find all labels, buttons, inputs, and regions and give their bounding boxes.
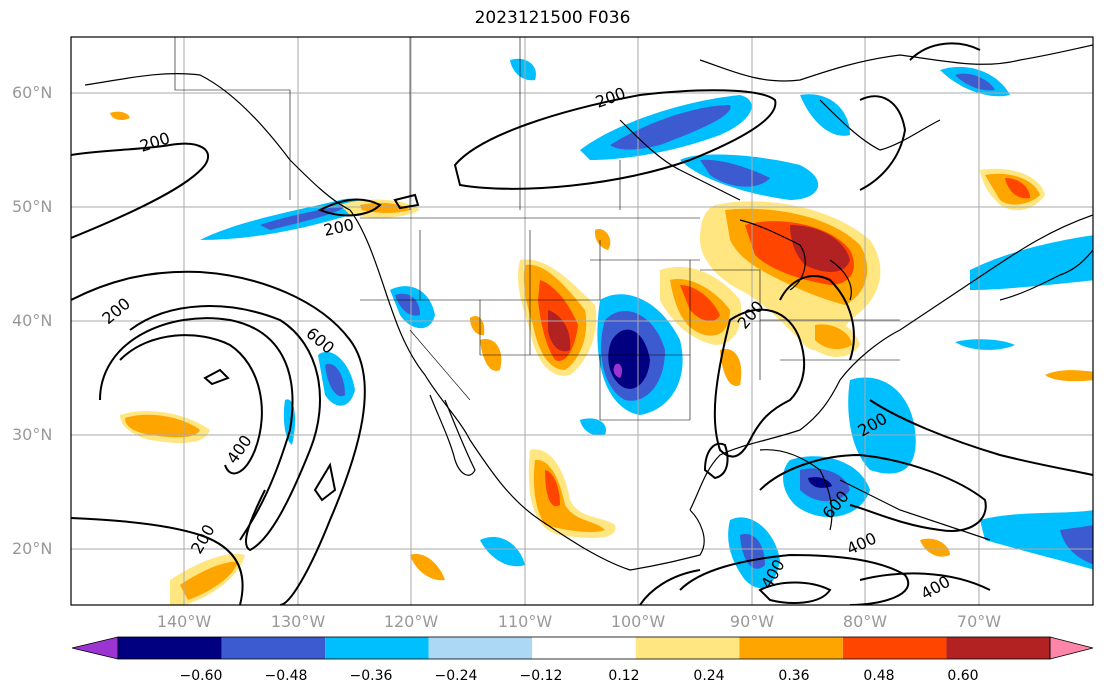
lon-label: 140°W — [156, 612, 212, 631]
colorbar-tick-label: 0.60 — [947, 668, 979, 684]
contour-label: 200 — [98, 294, 134, 328]
contour-label: 200 — [593, 83, 628, 111]
colorbar-segment — [739, 637, 843, 659]
colorbar-tick-label: −0.24 — [434, 668, 478, 684]
lon-label: 100°W — [610, 612, 666, 631]
colorbar-segment — [635, 637, 740, 659]
negative-shading — [200, 58, 1093, 589]
colorbar-segment — [118, 637, 222, 659]
colorbar-segment — [428, 637, 533, 659]
colorbar-extend-left — [71, 636, 119, 660]
contour-label: 400 — [844, 528, 880, 558]
contour-label: 400 — [223, 431, 256, 467]
colorbar-extend-right — [1049, 636, 1094, 660]
colorbar — [71, 636, 1094, 660]
lon-label: 110°W — [497, 612, 553, 631]
colorbar-tick-label: −0.48 — [264, 668, 308, 684]
lat-label: 30°N — [12, 425, 53, 444]
lat-label: 50°N — [12, 197, 53, 216]
lon-label: 120°W — [383, 612, 439, 631]
colorbar-segment — [221, 637, 326, 659]
lon-label: 90°W — [729, 612, 775, 631]
colorbar-tick-label: −0.12 — [519, 668, 563, 684]
colorbar-segment — [325, 637, 429, 659]
contour-label: 200 — [187, 521, 219, 557]
map-title: 2023121500 F036 — [474, 8, 631, 28]
map-frame — [70, 36, 1094, 606]
borders — [174, 37, 900, 421]
lon-label: 130°W — [270, 612, 326, 631]
contour-label: 600 — [302, 324, 338, 358]
colorbar-outline — [117, 636, 1051, 660]
lat-label: 40°N — [12, 311, 53, 330]
colorbar-tick-label: −0.60 — [179, 668, 223, 684]
colorbar-segment — [532, 637, 636, 659]
colorbar-segment — [946, 637, 1050, 659]
colorbar-tick-label: 0.36 — [778, 668, 810, 684]
map-field: 200 200 200 200 200 200 200 400 600 400 … — [71, 37, 1093, 605]
coastlines — [84, 44, 1093, 571]
colorbar-tick-label: −0.36 — [349, 668, 393, 684]
contours — [71, 42, 1093, 605]
lon-label: 80°W — [842, 612, 888, 631]
contour-label: 200 — [137, 128, 172, 156]
lat-label: 20°N — [12, 539, 53, 558]
lon-label: 70°W — [956, 612, 1002, 631]
colorbar-tick-label: 0.48 — [863, 668, 895, 684]
positive-shading — [110, 111, 1093, 605]
colorbar-segment — [842, 637, 947, 659]
colorbar-tick-label: 0.24 — [693, 668, 725, 684]
lat-label: 60°N — [12, 83, 53, 102]
colorbar-tick-label: 0.12 — [608, 668, 640, 684]
